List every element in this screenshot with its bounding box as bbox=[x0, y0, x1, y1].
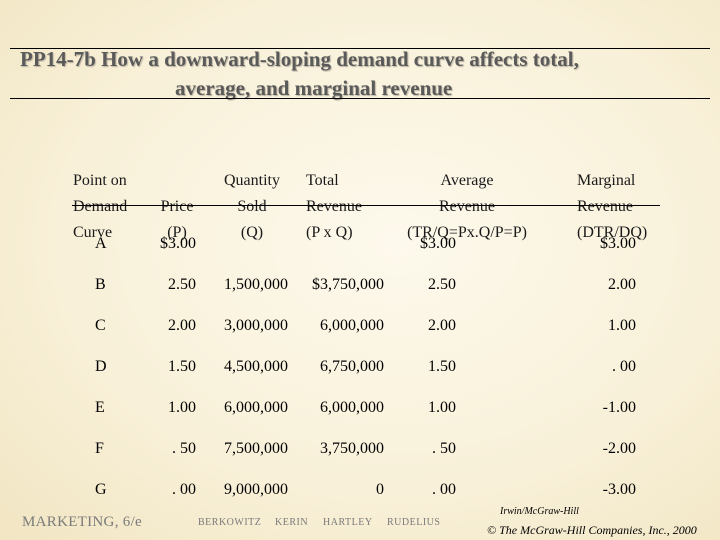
cell-total-revenue: 3,750,000 bbox=[320, 440, 384, 457]
cell-marginal-revenue: -2.00 bbox=[602, 440, 636, 457]
cell-marginal-revenue: -3.00 bbox=[602, 481, 636, 498]
cell-average-revenue: 1.00 bbox=[428, 399, 456, 416]
cell-average-revenue: . 00 bbox=[432, 481, 456, 498]
cell-price: 1.50 bbox=[168, 358, 196, 375]
cell-point: D bbox=[95, 358, 107, 375]
cell-price: 1.00 bbox=[168, 399, 196, 416]
cell-total-revenue: 6,750,000 bbox=[320, 358, 384, 375]
title-line-1: PP14-7b How a downward-sloping demand cu… bbox=[20, 47, 579, 71]
header-quantity: Quantity Sold (Q) bbox=[224, 172, 280, 241]
cell-quantity: 6,000,000 bbox=[224, 399, 288, 416]
cell-marginal-revenue: . 00 bbox=[612, 358, 636, 375]
cell-point: B bbox=[95, 276, 106, 293]
cell-marginal-revenue: 2.00 bbox=[608, 276, 636, 293]
cell-point: A bbox=[95, 235, 107, 252]
cell-marginal-revenue: 1.00 bbox=[608, 317, 636, 334]
cell-quantity: 7,500,000 bbox=[224, 440, 288, 457]
cell-point: E bbox=[95, 399, 105, 416]
cell-point: F bbox=[95, 440, 104, 457]
author-kerin: KERIN bbox=[275, 517, 309, 528]
header-marginal-revenue: Marginal Revenue (DTR/DQ) bbox=[577, 172, 648, 241]
course-label: MARKETING, 6/e bbox=[22, 514, 143, 530]
cell-average-revenue: 2.50 bbox=[428, 276, 456, 293]
author-hartley: HARTLEY bbox=[323, 517, 373, 528]
cell-average-revenue: 1.50 bbox=[428, 358, 456, 375]
author-berkowitz: BERKOWITZ bbox=[198, 517, 262, 528]
header-average-revenue: Average Revenue (TR/Q=Px.Q/P=P) bbox=[407, 172, 527, 241]
publisher: Irwin/McGraw-Hill bbox=[500, 506, 579, 517]
cell-point: C bbox=[95, 317, 106, 334]
cell-average-revenue: 2.00 bbox=[428, 317, 456, 334]
cell-point: G bbox=[95, 481, 107, 498]
cell-total-revenue: $3,750,000 bbox=[312, 276, 384, 293]
cell-quantity: 9,000,000 bbox=[224, 481, 288, 498]
title-top-rule bbox=[10, 48, 710, 49]
cell-price: 2.00 bbox=[168, 317, 196, 334]
cell-total-revenue: 6,000,000 bbox=[320, 317, 384, 334]
title-bottom-rule bbox=[10, 98, 710, 99]
author-rudelius: RUDELIUS bbox=[387, 517, 441, 528]
copyright: © The McGraw-Hill Companies, Inc., 2000 bbox=[487, 523, 697, 537]
cell-marginal-revenue: -1.00 bbox=[602, 399, 636, 416]
cell-total-revenue: 0 bbox=[376, 481, 384, 498]
cell-quantity: 1,500,000 bbox=[224, 276, 288, 293]
cell-average-revenue: . 50 bbox=[432, 440, 456, 457]
cell-total-revenue: 6,000,000 bbox=[320, 399, 384, 416]
cell-quantity: 4,500,000 bbox=[224, 358, 288, 375]
header-rule bbox=[72, 205, 660, 206]
header-price: Price (P) bbox=[160, 198, 194, 241]
cell-price: . 50 bbox=[172, 440, 196, 457]
cell-price: 2.50 bbox=[168, 276, 196, 293]
cell-quantity: 3,000,000 bbox=[224, 317, 288, 334]
header-total-revenue: Total Revenue (P x Q) bbox=[306, 172, 362, 241]
title-line-2: average, and marginal revenue bbox=[175, 76, 453, 100]
header-point: Point on Demand Curve bbox=[73, 172, 128, 241]
cell-marginal-revenue: $3.00 bbox=[600, 235, 636, 252]
cell-average-revenue: $3.00 bbox=[420, 235, 456, 252]
cell-price: $3.00 bbox=[160, 235, 196, 252]
cell-price: . 00 bbox=[172, 481, 196, 498]
